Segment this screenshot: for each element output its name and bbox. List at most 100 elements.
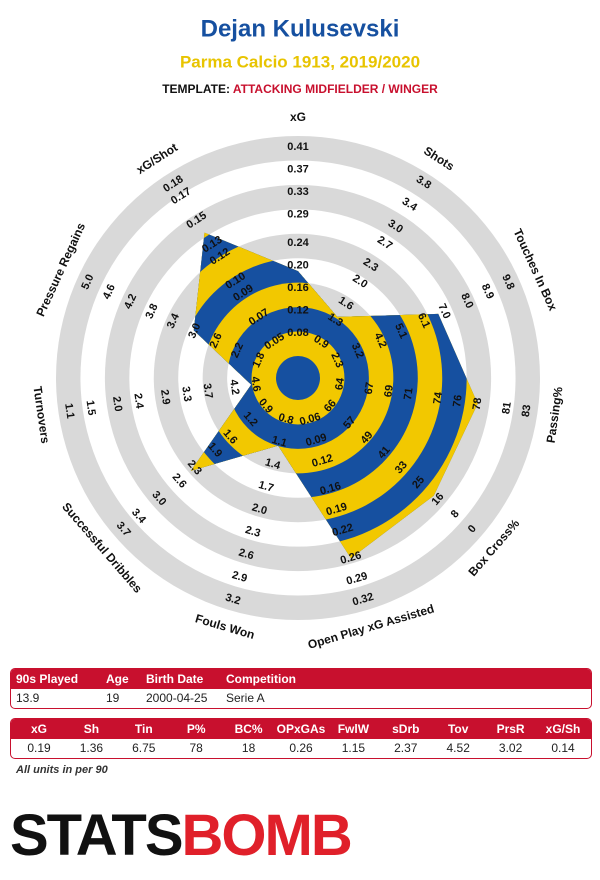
header-cell: Birth Date — [146, 672, 204, 686]
data-cell: 1.15 — [341, 741, 366, 755]
tick-label: 6.1 — [415, 311, 432, 330]
radar-chart: Dejan Kulusevski Parma Calcio 1913, 2019… — [30, 15, 566, 651]
logo-left: STATS — [10, 803, 182, 868]
data-cell: 13.9 — [16, 691, 40, 705]
header-cell: OPxGAs — [276, 722, 326, 736]
tick-label: 0.19 — [325, 501, 349, 519]
tick-label: 8.0 — [458, 291, 475, 310]
logo: STATSBOMB — [10, 803, 353, 868]
tick-label: 0.09 — [304, 432, 328, 450]
tick-label: 1.4 — [264, 456, 283, 472]
tick-label: 67 — [363, 381, 377, 395]
tick-label: 0.37 — [287, 164, 308, 176]
data-cell: 0.19 — [27, 741, 51, 755]
header-cell: Sh — [83, 722, 100, 736]
axis-label: xG — [290, 110, 306, 124]
tick-label: 2.0 — [110, 396, 124, 413]
header-cell: Tin — [134, 722, 153, 736]
tick-label: 3.2 — [224, 592, 242, 608]
header-cell: xG/Sh — [545, 722, 581, 736]
tick-label: 2.0 — [250, 502, 268, 518]
tick-label: 74 — [431, 390, 445, 405]
tick-label: 83 — [520, 404, 534, 418]
tick-label: 5.0 — [79, 273, 96, 292]
data-cell: 78 — [189, 741, 203, 755]
tick-label: 5.1 — [392, 322, 409, 341]
tick-label: 1.1 — [270, 434, 288, 450]
template-label: TEMPLATE: — [162, 82, 230, 96]
tick-label: 9.8 — [499, 273, 516, 292]
template-line: TEMPLATE: ATTACKING MIDFIELDER / WINGER — [162, 82, 438, 96]
data-cell: 2000-04-25 — [146, 691, 208, 705]
tick-label: 0.12 — [310, 452, 334, 470]
data-cell: 0.26 — [289, 741, 313, 755]
data-cell: 4.52 — [446, 741, 470, 755]
stats-table: xG Sh Tin P% BC% OPxGAs FwlW sDrb Tov PrsR xG/Sh 0.… — [10, 718, 592, 759]
template-name: ATTACKING MIDFIELDER / WINGER — [233, 82, 438, 96]
tick-label: 0.12 — [287, 304, 308, 316]
axis-label: Shots — [421, 144, 457, 174]
tick-label: 4.2 — [227, 379, 241, 396]
tick-label: 3.7 — [201, 383, 215, 400]
tick-label: 2.4 — [131, 393, 145, 411]
chart-subtitle: Parma Calcio 1913, 2019/2020 — [180, 52, 420, 71]
tick-label: 1.8 — [250, 351, 267, 370]
data-cell: 1.36 — [79, 741, 104, 755]
tick-label: 7.0 — [435, 302, 452, 321]
header-cell: Age — [106, 672, 129, 686]
tick-label: 76 — [451, 394, 465, 408]
data-row: 13.9 19 2000-04-25 Serie A — [11, 689, 591, 708]
tick-label: 0.22 — [331, 522, 355, 540]
tick-label: 1.5 — [83, 399, 97, 416]
tick-label: 0.24 — [287, 237, 309, 249]
axis-label: Fouls Won — [194, 611, 257, 642]
tick-label: 0.08 — [287, 327, 308, 339]
tick-label: 4.6 — [101, 282, 118, 301]
tick-label: 0.41 — [287, 141, 308, 153]
tick-label: 2.6 — [237, 547, 255, 563]
header-cell: FwlW — [337, 722, 370, 736]
tick-label: 69 — [382, 384, 396, 398]
tick-label: 0.32 — [351, 591, 375, 609]
data-cell: 19 — [106, 691, 120, 705]
logo-right: BOMB — [182, 803, 351, 868]
tick-label: 2.2 — [229, 341, 246, 360]
tick-label: 1.1 — [62, 402, 76, 419]
header-cell: sDrb — [392, 722, 420, 736]
chart-title: Dejan Kulusevski — [201, 15, 400, 42]
data-cell: 18 — [241, 741, 256, 755]
header-row: xG Sh Tin P% BC% OPxGAs FwlW sDrb Tov PrsR xG/Sh — [11, 719, 591, 739]
tick-label: 2.9 — [231, 569, 249, 585]
tick-label: 0.29 — [287, 209, 308, 221]
header-cell: BC% — [234, 722, 263, 736]
tick-label: 0.16 — [319, 480, 343, 498]
tick-label: 2.9 — [158, 389, 172, 406]
header-cell: Competition — [226, 672, 296, 686]
tick-label: 64 — [333, 376, 347, 391]
tick-label: 2.3 — [244, 524, 262, 540]
tick-label: 4.2 — [372, 331, 389, 350]
tick-label: 81 — [500, 401, 514, 415]
radar-band — [276, 356, 320, 400]
data-cell: 3.02 — [498, 741, 523, 755]
tick-label: 3.3 — [179, 386, 193, 403]
header-cell: P% — [186, 722, 206, 736]
tick-label: 0.29 — [345, 570, 369, 588]
header-row: 90s Played Age Birth Date Competition — [11, 669, 591, 689]
tick-label: 3.2 — [349, 341, 366, 360]
tick-label: 0.16 — [287, 282, 308, 294]
tick-label: 0.8 — [277, 411, 295, 427]
tick-label: 4.2 — [122, 292, 139, 311]
header-cell: 90s Played — [16, 672, 79, 686]
tick-label: 0.26 — [339, 549, 363, 567]
header-cell: PrsR — [496, 722, 525, 736]
axis-label: Turnovers — [30, 385, 52, 445]
logo-text: STATSBOMB — [10, 803, 351, 868]
tick-label: 71 — [402, 387, 416, 401]
tick-label: 8.9 — [479, 282, 496, 301]
data-cell: 2.37 — [394, 741, 418, 755]
axis-label: Passing% — [544, 386, 566, 444]
tick-label: 78 — [471, 397, 485, 411]
tick-label: 1.7 — [257, 479, 275, 495]
